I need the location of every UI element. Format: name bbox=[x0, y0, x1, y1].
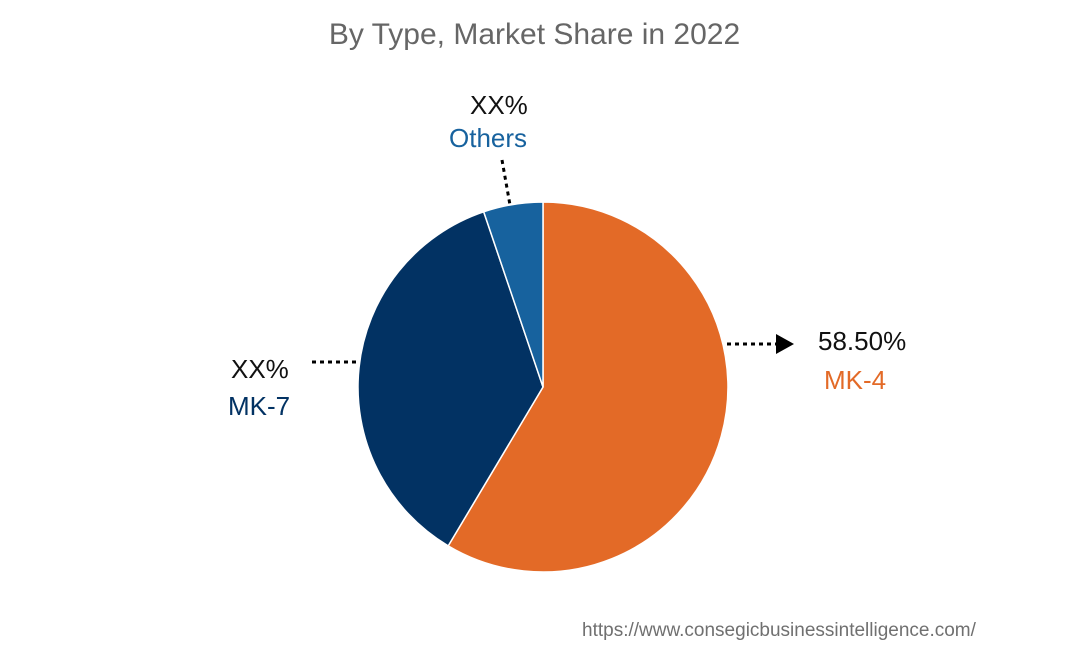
label-mk4-name: MK-4 bbox=[824, 365, 887, 395]
slice-mk4 bbox=[447, 201, 729, 573]
source-url: https://www.consegicbusinessintelligence… bbox=[582, 620, 976, 641]
label-others-value: XX% bbox=[470, 90, 528, 120]
slice-others bbox=[482, 201, 544, 388]
slice-mk7 bbox=[357, 210, 544, 547]
leader-others bbox=[500, 159, 512, 206]
label-mk7-value: XX% bbox=[231, 354, 289, 384]
label-mk4-value: 58.50% bbox=[818, 326, 907, 356]
chart-title: By Type, Market Share in 2022 bbox=[328, 18, 741, 51]
label-mk7-name: MK-7 bbox=[228, 391, 291, 421]
label-others-name: Others bbox=[449, 123, 528, 153]
arrow-icon bbox=[776, 334, 794, 354]
